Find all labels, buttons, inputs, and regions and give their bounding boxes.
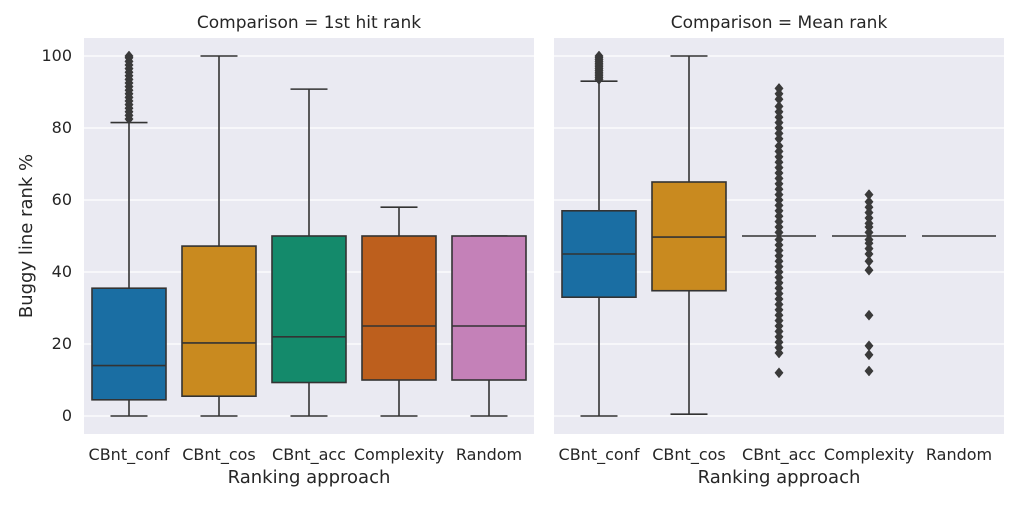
outlier-panel-2-cbnt-conf-14: [594, 50, 604, 62]
box-panel-1-cbnt-acc: [271, 235, 347, 384]
outlier-panel-1-cbnt-conf-19: [124, 50, 134, 62]
y-tick-label-40: 40: [52, 262, 72, 281]
x-tick-label-cbnt-cos-panel-2: CBnt_cos: [652, 445, 725, 465]
y-tick-label-0: 0: [62, 406, 72, 425]
outlier-panel-2-cbnt-acc-49: [774, 347, 784, 359]
box-panel-1-cbnt-cos: [181, 245, 257, 397]
y-tick-label-60: 60: [52, 190, 72, 209]
y-axis-title: Buggy line rank %: [16, 154, 37, 318]
x-tick-label-cbnt-acc-panel-2: CBnt_acc: [742, 445, 816, 465]
x-tick-label-complexity-panel-2: Complexity: [824, 445, 914, 464]
outlier-panel-2-cbnt-acc-50: [774, 367, 784, 379]
y-tick-label-80: 80: [52, 118, 72, 137]
outlier-panel-2-complexity-18: [864, 365, 874, 377]
x-tick-label-cbnt-conf-panel-2: CBnt_conf: [559, 445, 640, 465]
x-tick-label-random-panel-2: Random: [926, 445, 992, 464]
box-panel-1-complexity: [361, 235, 437, 381]
x-axis-title-panel-1: Ranking approach: [228, 467, 391, 488]
x-tick-label-random-panel-1: Random: [456, 445, 522, 464]
outlier-panel-2-complexity-17: [864, 349, 874, 361]
box-panel-1-cbnt-conf: [91, 287, 167, 401]
outlier-panel-2-complexity-14: [864, 264, 874, 276]
x-tick-label-complexity-panel-1: Complexity: [354, 445, 444, 464]
y-tick-label-100: 100: [41, 46, 72, 65]
box-panel-1-random: [451, 235, 527, 381]
y-tick-label-20: 20: [52, 334, 72, 353]
x-tick-label-cbnt-conf-panel-1: CBnt_conf: [89, 445, 170, 465]
x-tick-label-cbnt-acc-panel-1: CBnt_acc: [272, 445, 346, 465]
outlier-panel-2-complexity-15: [864, 309, 874, 321]
panel-title-2: Comparison = Mean rank: [671, 13, 888, 33]
panel-title-1: Comparison = 1st hit rank: [197, 13, 421, 33]
x-tick-label-cbnt-cos-panel-1: CBnt_cos: [182, 445, 255, 465]
x-axis-title-panel-2: Ranking approach: [698, 467, 861, 488]
